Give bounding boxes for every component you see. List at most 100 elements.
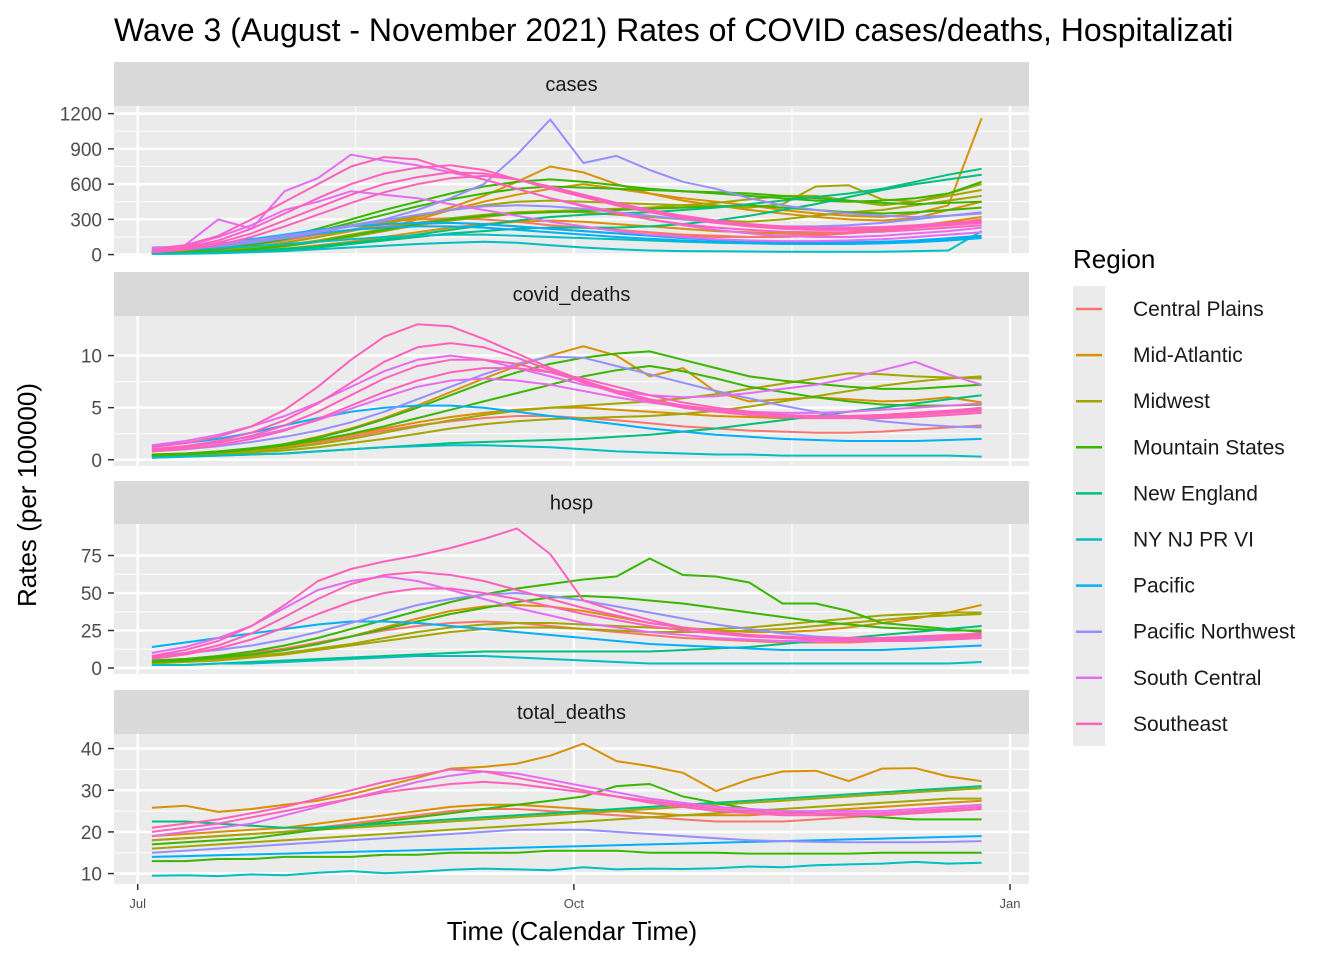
- legend-label: Mountain States: [1133, 436, 1285, 459]
- x-axis: Jul Oct Jan: [129, 884, 1021, 911]
- facet-strip-label: cases: [545, 74, 597, 96]
- series-line: [151, 444, 982, 459]
- facet-strip-label: hosp: [550, 493, 593, 515]
- series-line: [151, 860, 982, 878]
- panel-background: [114, 316, 1029, 466]
- y-tick-label: 0: [91, 451, 102, 472]
- series-line: [151, 527, 982, 657]
- y-tick-label: 5: [91, 399, 102, 420]
- series-line: [151, 785, 982, 829]
- y-tick-label: 25: [81, 622, 102, 643]
- legend-item: Pacific: [1076, 575, 1195, 598]
- series-line: [151, 173, 982, 255]
- y-tick-label: 0: [91, 246, 102, 267]
- series-line: [151, 354, 982, 447]
- series-line: [151, 557, 982, 662]
- series-line: [151, 372, 982, 457]
- y-tick-label: 600: [70, 175, 102, 196]
- y-axis-title: Rates (per 100000): [12, 383, 42, 607]
- x-axis-title: Time (Calendar Time): [447, 916, 697, 946]
- legend-item: Mid-Atlantic: [1076, 344, 1243, 367]
- facet-panels: cases 0 300 600 900 1200 covid_deaths 0 5 10 hosp 0…: [60, 62, 1029, 886]
- legend-label: South Central: [1133, 667, 1261, 690]
- series-line: [151, 849, 982, 863]
- series-line: [151, 828, 982, 854]
- y-tick-label: 30: [81, 781, 102, 802]
- legend-label: Mid-Atlantic: [1133, 344, 1243, 367]
- y-tick-label: 50: [81, 584, 102, 605]
- legend-label: New England: [1133, 482, 1258, 505]
- series-lines: [151, 742, 982, 878]
- legend-item: Pacific Northwest: [1076, 621, 1295, 644]
- series-line: [151, 835, 982, 858]
- series-line: [151, 350, 982, 456]
- series-line: [151, 164, 982, 253]
- legend-item: Central Plains: [1076, 298, 1264, 321]
- y-tick-label: 10: [81, 347, 102, 368]
- panel-total_deaths: total_deaths 10 20 30 40: [81, 690, 1029, 886]
- y-tick-label: 0: [91, 659, 102, 680]
- series-line: [151, 742, 982, 813]
- series-line: [151, 797, 982, 850]
- y-tick-label: 20: [81, 823, 102, 844]
- series-line: [151, 787, 982, 842]
- legend-item: Southeast: [1076, 713, 1228, 736]
- facet-strip-label: total_deaths: [517, 702, 626, 724]
- series-line: [151, 770, 982, 838]
- facet-strip: [114, 62, 1029, 106]
- legend-label: Midwest: [1133, 390, 1210, 413]
- facet-strip: [114, 481, 1029, 524]
- series-line: [151, 174, 982, 254]
- legend-item: NY NJ PR VI: [1076, 529, 1254, 552]
- legend-label: Pacific: [1133, 575, 1195, 598]
- series-line: [151, 571, 982, 659]
- panel-covid_deaths: covid_deaths 0 5 10: [81, 272, 1029, 472]
- series-line: [151, 358, 982, 452]
- y-tick-label: 10: [81, 865, 102, 886]
- legend-label: NY NJ PR VI: [1133, 529, 1254, 552]
- series-line: [151, 595, 982, 663]
- facet-strip-label: covid_deaths: [513, 284, 631, 306]
- series-line: [151, 768, 982, 829]
- x-tick-label: Jan: [1000, 896, 1021, 911]
- series-line: [151, 156, 982, 251]
- x-tick-label: Oct: [564, 896, 585, 911]
- series-line: [151, 611, 982, 663]
- series-line: [151, 204, 982, 251]
- series-line: [151, 655, 982, 666]
- y-tick-label: 40: [81, 740, 102, 761]
- legend-item: South Central: [1076, 667, 1261, 690]
- legend-item: Mountain States: [1076, 436, 1285, 459]
- y-tick-label: 300: [70, 210, 102, 231]
- series-lines: [151, 117, 983, 255]
- series-line: [151, 167, 982, 255]
- legend-label: Pacific Northwest: [1133, 621, 1295, 644]
- legend-label: Central Plains: [1133, 298, 1264, 321]
- y-tick-label: 900: [70, 140, 102, 161]
- x-tick-label: Jul: [129, 896, 146, 911]
- legend-key-background: [1073, 286, 1105, 746]
- chart-title: Wave 3 (August - November 2021) Rates of…: [114, 12, 1233, 48]
- series-lines: [151, 527, 982, 666]
- y-tick-label: 1200: [60, 105, 102, 126]
- facet-strip: [114, 272, 1029, 316]
- series-line: [151, 620, 982, 651]
- series-line: [151, 230, 983, 255]
- series-line: [151, 171, 982, 253]
- series-line: [151, 190, 982, 251]
- series-line: [151, 221, 982, 251]
- legend-title: Region: [1073, 244, 1155, 274]
- series-line: [151, 118, 982, 249]
- panel-hosp: hosp 0 25 50 75: [81, 481, 1029, 680]
- series-line: [151, 587, 982, 660]
- legend-item: New England: [1076, 482, 1258, 505]
- series-line: [151, 780, 982, 833]
- legend-label: Southeast: [1133, 713, 1228, 736]
- legend: Region Central Plains Mid-Atlantic Midwest…: [1073, 244, 1295, 746]
- facet-strip: [114, 690, 1029, 734]
- series-line: [151, 367, 982, 453]
- series-lines: [151, 323, 982, 459]
- legend-item: Midwest: [1076, 390, 1210, 413]
- panel-cases: cases 0 300 600 900 1200: [60, 62, 1029, 267]
